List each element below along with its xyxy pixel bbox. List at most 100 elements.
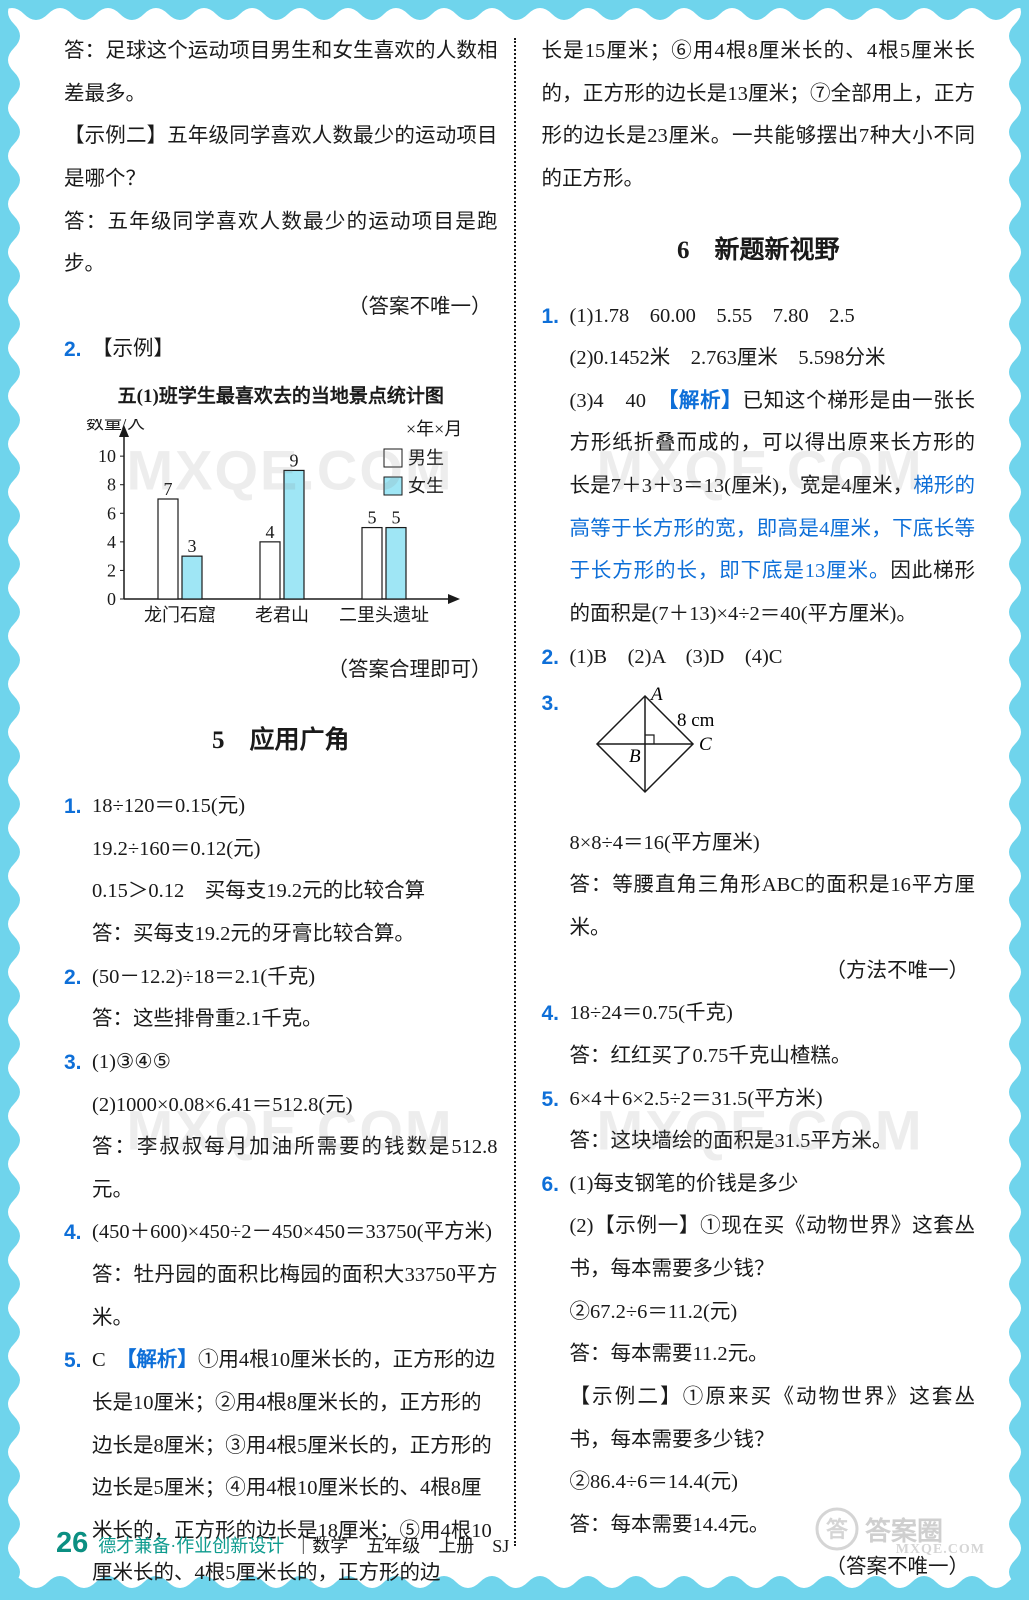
svg-text:6: 6 [107,503,116,523]
border-left [0,0,30,1600]
s5-q3-l3: 答：李叔叔每月加油所需要的钱数是512.8元。 [92,1126,498,1211]
svg-text:男生: 男生 [408,448,444,468]
chart-note: （答案合理即可） [64,649,498,692]
border-right [999,0,1029,1600]
s5-q1-l4: 答：买每支19.2元的牙膏比较合算。 [92,913,498,956]
s6-q2-num: 2. [542,636,560,680]
svg-text:A: A [649,684,663,705]
s6-q1-num: 1. [542,295,560,339]
svg-text:×年×月: ×年×月 [406,419,462,439]
s6-q3-l1: 8×8÷4＝16(平方厘米) [570,822,976,865]
s6-q4-l2: 答：红红买了0.75千克山楂糕。 [570,1035,976,1078]
svg-text:B: B [629,746,641,767]
s5-q3-l1: (1)③④⑤ [92,1041,498,1084]
chart-title: 五(1)班学生最喜欢去的当地景点统计图 [64,377,498,417]
svg-text:10: 10 [98,446,116,466]
s6-q3-num: 3. [542,682,560,726]
svg-text:2: 2 [107,560,116,580]
s5-q2-l1: (50－12.2)÷18＝2.1(千克) [92,956,498,999]
s5-q1-l3: 0.15＞0.12 买每支19.2元的比较合算 [92,870,498,913]
page-content: 答：足球这个运动项目男生和女生喜欢的人数相差最多。 【示例二】五年级同学喜欢人数… [42,30,987,1554]
s5-q4-l2: 答：牡丹园的面积比梅园的面积大33750平方米。 [92,1254,498,1339]
s6-q6-num: 6. [542,1163,560,1207]
note-not-unique: （答案不唯一） [64,286,498,329]
chart-svg: 0 2 4 6 8 10 数量/人 ×年×月 7 3 龙门石窟 4 9 老君山 55 二里头遗址 男生女生 [74,419,474,649]
s5-q4-l1: (450＋600)×450÷2－450×450＝33750(平方米) [92,1211,498,1254]
svg-text:5: 5 [392,507,401,527]
q2: 2. 【示例】 [64,328,498,371]
s6-q3-l2: 答：等腰直角三角形ABC的面积是16平方厘米。 [570,864,976,949]
q2-number: 2. [64,328,82,372]
s6-q5-num: 5. [542,1078,560,1122]
svg-text:C: C [699,734,712,755]
s6-q6-l4: 答：每本需要11.2元。 [570,1333,976,1376]
svg-text:老君山: 老君山 [255,605,309,625]
right-column: 长是15厘米；⑥用4根8厘米长的、4根5厘米长的，正方形的边长是13厘米；⑦全部… [516,30,988,1554]
footer-text1: 德才兼备·作业创新设计 [98,1532,284,1558]
s6-q3: 3. A B C 8 cm 8×8÷4＝16(平方厘米) 答：等腰直角三角形ABC的面… [542,682,976,992]
bar-chart: 0 2 4 6 8 10 数量/人 ×年×月 7 3 龙门石窟 4 9 老君山 55 二里头遗址 男生女生 [74,419,474,649]
s5-q2: 2. (50－12.2)÷18＝2.1(千克) 答：这些排骨重2.1千克。 [64,956,498,1041]
page-number: 26 [56,1527,88,1560]
s6-q4-l1: 18÷24＝0.75(千克) [570,992,976,1035]
s5-q5-jiexi: 【解析】 [126,1349,198,1371]
s6-q6: 6. (1)每支钢笔的价钱是多少 (2)【示例一】①现在买《动物世界》这套丛书，… [542,1163,976,1589]
s5-q3-num: 3. [64,1041,82,1085]
s6-q5-l2: 答：这块墙绘的面积是31.5平方米。 [570,1120,976,1163]
svg-text:二里头遗址: 二里头遗址 [339,605,429,625]
s6-q5: 5. 6×4＋6×2.5÷2＝31.5(平方米) 答：这块墙绘的面积是31.5平… [542,1078,976,1163]
s6-q2-text: (1)B (2)A (3)D (4)C [570,636,976,679]
left-column: 答：足球这个运动项目男生和女生喜欢的人数相差最多。 【示例二】五年级同学喜欢人数… [42,30,514,1554]
s5-q5-num: 5. [64,1339,82,1383]
q2-text: 【示例】 [92,338,174,360]
s5-q4: 4. (450＋600)×450÷2－450×450＝33750(平方米) 答：… [64,1211,498,1339]
s6-q6-l2: (2)【示例一】①现在买《动物世界》这套丛书，每本需要多少钱？ [570,1205,976,1290]
svg-text:0: 0 [107,589,116,609]
s5-q1-l1: 18÷120＝0.15(元) [92,785,498,828]
s5-q2-num: 2. [64,956,82,1000]
s6-q6-l3: ②67.2÷6＝11.2(元) [570,1291,976,1334]
svg-text:5: 5 [368,507,377,527]
s6-q1-l2: (2)0.1452米 2.763厘米 5.598分米 [570,337,976,380]
border-top [0,0,1029,26]
s5-q2-l2: 答：这些排骨重2.1千克。 [92,998,498,1041]
s5-q3: 3. (1)③④⑤ (2)1000×0.08×6.41＝512.8(元) 答：李… [64,1041,498,1212]
svg-text:7: 7 [164,479,173,499]
example2-question: 【示例二】五年级同学喜欢人数最少的运动项目是哪个？ [64,115,498,200]
s6-q6-l5: 【示例二】①原来买《动物世界》这套丛书，每本需要多少钱？ [570,1376,976,1461]
svg-text:9: 9 [290,450,299,470]
svg-text:8: 8 [107,474,116,494]
s6-q4: 4. 18÷24＝0.75(千克) 答：红红买了0.75千克山楂糕。 [542,992,976,1077]
svg-text:8 cm: 8 cm [677,710,715,731]
s5-q1-l2: 19.2÷160＝0.12(元) [92,828,498,871]
s6-q6-l6: ②86.4÷6＝14.4(元) [570,1461,976,1504]
example2-answer: 答：五年级同学喜欢人数最少的运动项目是跑步。 [64,201,498,286]
s5-q3-l2: (2)1000×0.08×6.41＝512.8(元) [92,1084,498,1127]
svg-text:4: 4 [107,531,116,551]
s6-q3-note: （方法不唯一） [570,950,976,993]
s5-q1-num: 1. [64,785,82,829]
s6-q6-l1: (1)每支钢笔的价钱是多少 [570,1163,976,1206]
continuation-text: 长是15厘米；⑥用4根8厘米长的、4根5厘米长的，正方形的边长是13厘米；⑦全部… [542,30,976,201]
s6-q4-num: 4. [542,992,560,1036]
page-footer: 26 德才兼备·作业创新设计 ｜数学 五年级 上册 SJ [56,1527,509,1560]
s6-q1-l1: (1)1.78 60.00 5.55 7.80 2.5 [570,295,976,338]
answer-text: 答：足球这个运动项目男生和女生喜欢的人数相差最多。 [64,30,498,115]
s6-q1: 1. (1)1.78 60.00 5.55 7.80 2.5 (2)0.1452… [542,295,976,636]
s6-q6-l7: 答：每本需要14.4元。 [570,1504,976,1547]
s6-q1-l3a: (3)4 40 [570,390,668,412]
svg-text:数量/人: 数量/人 [86,419,145,433]
s6-q1-jiexi: 【解析】 [668,390,743,412]
section6-title: 6 新题新视野 [542,225,976,277]
s6-q1-l3: (3)4 40 【解析】已知这个梯形是由一张长方形纸折叠而成的，可以得出原来长方… [570,380,976,636]
s5-q5-prefix: C [92,1349,126,1371]
section5-title: 5 应用广角 [64,715,498,767]
svg-text:女生: 女生 [408,476,444,496]
s6-q6-note: （答案不唯一） [570,1546,976,1589]
triangle-diagram: A B C 8 cm [590,682,976,818]
svg-text:3: 3 [188,536,197,556]
s6-q5-l1: 6×4＋6×2.5÷2＝31.5(平方米) [570,1078,976,1121]
svg-text:龙门石窟: 龙门石窟 [144,605,216,625]
s5-q4-num: 4. [64,1211,82,1255]
svg-text:4: 4 [266,521,275,541]
